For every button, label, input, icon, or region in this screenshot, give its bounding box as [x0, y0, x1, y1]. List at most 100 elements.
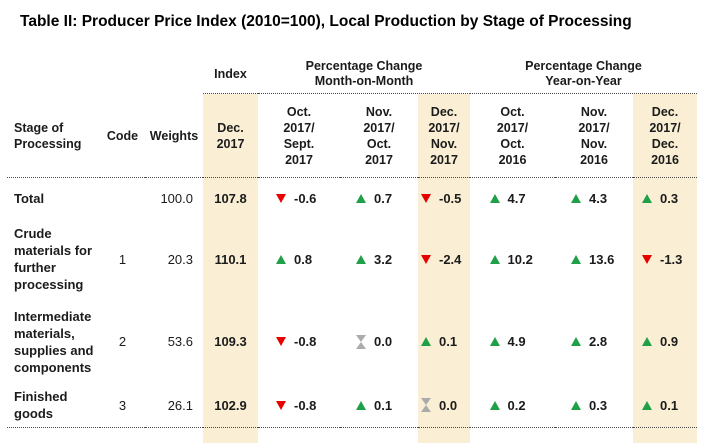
mom-change-cell: 3.2: [340, 218, 418, 300]
weights-cell: 20.3: [167, 251, 193, 267]
mom-change-cell: -2.4: [418, 218, 470, 300]
yoy-change-cell: -1.3: [633, 218, 697, 300]
down-triangle-icon: [421, 193, 431, 203]
yoy-change-cell: 10.2: [470, 218, 555, 300]
yoy-change-cell: 0.2: [470, 383, 555, 428]
change-value: 0.7: [374, 190, 393, 206]
up-triangle-icon: [356, 400, 366, 410]
yoy-oct-column-header: Oct. 2017/ Oct. 2016: [470, 94, 555, 178]
change-value: 4.7: [507, 190, 526, 206]
mom-change-cell: 0.0: [418, 383, 470, 428]
code-cell: 1: [118, 251, 127, 267]
yoy-dec-column-highlight: [633, 428, 697, 443]
yoy-change-cell: 13.6: [555, 218, 633, 300]
bottom-highlight-strip: [7, 428, 697, 443]
mom-change-cell: -0.6: [258, 178, 340, 218]
yoy-change-cell: 0.3: [555, 383, 633, 428]
change-value: 0.0: [439, 397, 458, 413]
stage-cell: Total: [14, 190, 45, 206]
change-value: -0.6: [294, 190, 317, 206]
up-triangle-icon: [356, 193, 366, 203]
change-value: -2.4: [439, 251, 462, 267]
change-value: 4.3: [589, 190, 608, 206]
code-cell: [100, 178, 145, 218]
stage-column-header: Stage of Processing: [7, 94, 100, 178]
up-triangle-icon: [571, 400, 581, 410]
index-cell: 102.9: [203, 383, 258, 428]
up-triangle-icon: [421, 337, 431, 346]
yoy-change-cell: 4.3: [555, 178, 633, 218]
yoy-change-cell: 0.1: [633, 383, 697, 428]
stage-cell: Finished goods: [7, 383, 100, 428]
up-triangle-icon: [276, 254, 286, 264]
yoy-change-cell: 0.3: [633, 178, 697, 218]
down-triangle-icon: [642, 254, 652, 264]
mom-change-cell: -0.8: [258, 300, 340, 383]
mom-nov-column-header: Nov. 2017/ Oct. 2017: [340, 94, 418, 178]
mom-change-cell: 0.1: [340, 383, 418, 428]
change-value: -0.5: [439, 190, 462, 206]
yoy-group-header: Percentage Change Year-on-Year: [470, 55, 697, 94]
change-value: 0.3: [589, 397, 608, 413]
change-value: 3.2: [374, 251, 393, 267]
mom-dec-column-header: Dec. 2017/ Nov. 2017: [418, 94, 470, 178]
change-value: 13.6: [589, 251, 615, 267]
yoy-dec-column-header: Dec. 2017/ Dec. 2016: [633, 94, 697, 178]
down-triangle-icon: [276, 337, 286, 346]
change-value: 0.1: [660, 397, 679, 413]
down-triangle-icon: [276, 193, 286, 203]
code-cell: 2: [118, 334, 127, 349]
code-cell: 3: [100, 383, 145, 428]
index-cell: 109.3: [203, 300, 258, 383]
index-cell: 110.1: [203, 218, 258, 300]
index-cell: 107.8: [203, 178, 258, 218]
mom-change-cell: -0.5: [418, 178, 470, 218]
mom-group-header: Percentage Change Month-on-Month: [258, 55, 470, 94]
weights-cell: 53.6: [167, 334, 193, 349]
change-value: -1.3: [660, 251, 683, 267]
table-row-crude-materials: Crude materials for further processing 1…: [7, 218, 697, 300]
yoy-change-cell: 4.9: [470, 300, 555, 383]
table-title: Table II: Producer Price Index (2010=100…: [20, 13, 632, 30]
mom-change-cell: -0.8: [258, 383, 340, 428]
change-value: 0.1: [374, 397, 393, 413]
yoy-change-cell: 4.7: [470, 178, 555, 218]
weights-column-header: Weights: [145, 94, 203, 178]
up-triangle-icon: [642, 193, 652, 203]
mom-oct-column-header: Oct. 2017/ Sept. 2017: [258, 94, 340, 178]
index-column-highlight: [203, 428, 258, 443]
change-value: 0.8: [294, 251, 313, 267]
change-value: 0.1: [439, 334, 458, 349]
up-triangle-icon: [489, 193, 500, 203]
up-triangle-icon: [642, 337, 652, 346]
weights-cell: 26.1: [145, 383, 203, 428]
change-value: 0.0: [374, 334, 393, 349]
change-value: 0.2: [507, 397, 526, 413]
no-change-icon: [421, 398, 431, 412]
change-value: -0.8: [294, 397, 317, 413]
up-triangle-icon: [489, 254, 500, 264]
mom-dec-column-highlight: [418, 428, 470, 443]
index-group-header: Index: [203, 55, 258, 94]
change-value: 0.9: [660, 334, 679, 349]
no-change-icon: [356, 334, 366, 349]
up-triangle-icon: [571, 337, 581, 346]
group-header-row: Index Percentage Change Month-on-Month P…: [7, 55, 697, 94]
yoy-change-cell: 0.9: [633, 300, 697, 383]
yoy-nov-column-header: Nov. 2017/ Nov. 2016: [555, 94, 633, 178]
mom-change-cell: 0.0: [340, 300, 418, 383]
change-value: 10.2: [507, 251, 533, 267]
up-triangle-icon: [642, 400, 652, 410]
stage-cell: Crude materials for further processing: [14, 226, 93, 292]
mom-change-cell: 0.7: [340, 178, 418, 218]
down-triangle-icon: [276, 400, 286, 410]
column-header-row: Stage of Processing Code Weights Dec. 20…: [7, 94, 697, 178]
weights-cell: 100.0: [160, 190, 193, 206]
yoy-change-cell: 2.8: [555, 300, 633, 383]
stage-cell: Intermediate materials, supplies and com…: [14, 308, 94, 375]
change-value: -0.8: [294, 334, 317, 349]
down-triangle-icon: [421, 254, 431, 264]
mom-change-cell: 0.8: [258, 218, 340, 300]
index-dec2017-column-header: Dec. 2017: [203, 94, 258, 178]
